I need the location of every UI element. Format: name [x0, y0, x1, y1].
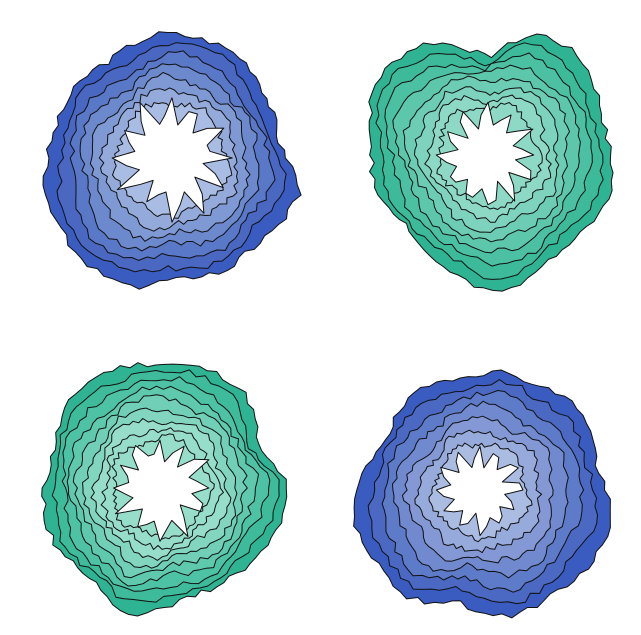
blob-bottom-right	[353, 369, 611, 619]
blob-bottom-left	[41, 362, 288, 617]
center-hole	[111, 97, 233, 223]
center-hole	[435, 101, 535, 206]
center-hole	[435, 446, 524, 537]
blob-top-left	[42, 31, 302, 290]
center-hole	[113, 439, 210, 542]
blob-top-right	[368, 33, 614, 292]
